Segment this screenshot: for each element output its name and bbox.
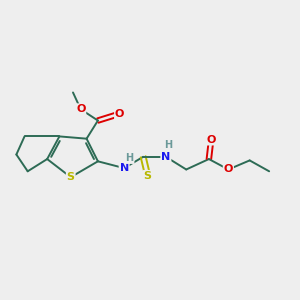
Text: H: H [164, 140, 172, 151]
Text: S: S [67, 172, 75, 182]
Text: O: O [115, 109, 124, 119]
Text: S: S [144, 171, 152, 181]
Text: N: N [120, 163, 129, 173]
Text: O: O [224, 164, 233, 175]
Text: O: O [206, 135, 216, 145]
Text: O: O [76, 104, 86, 114]
Text: H: H [126, 153, 134, 163]
Text: N: N [161, 152, 170, 162]
